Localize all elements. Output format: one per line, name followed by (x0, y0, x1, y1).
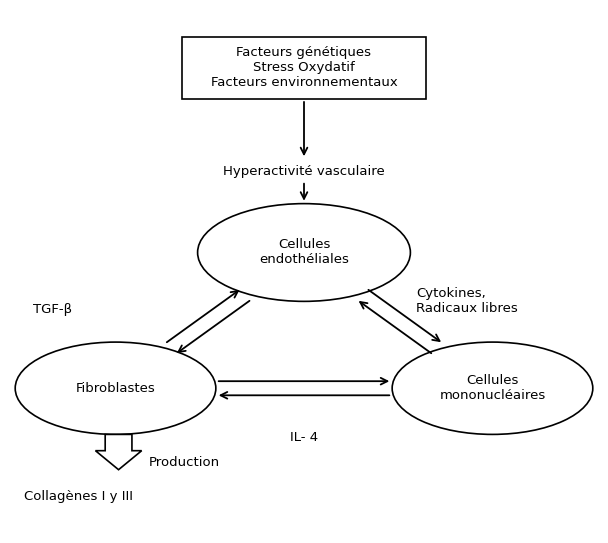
Ellipse shape (15, 342, 216, 434)
Text: Cellules
mononucléaires: Cellules mononucléaires (440, 374, 545, 402)
Text: Production: Production (149, 456, 220, 469)
Text: Collagènes I y III: Collagènes I y III (24, 490, 133, 503)
Polygon shape (95, 434, 142, 470)
Text: Fibroblastes: Fibroblastes (75, 382, 156, 395)
Ellipse shape (392, 342, 593, 434)
Text: IL- 4: IL- 4 (290, 431, 318, 444)
Text: TGF-β: TGF-β (33, 303, 72, 316)
Text: Hyperactivité vasculaire: Hyperactivité vasculaire (223, 165, 385, 178)
Text: Facteurs génétiques
Stress Oxydatif
Facteurs environnementaux: Facteurs génétiques Stress Oxydatif Fact… (210, 46, 398, 90)
FancyBboxPatch shape (182, 36, 426, 99)
Text: Cytokines,
Radicaux libres: Cytokines, Radicaux libres (416, 287, 518, 315)
Text: Cellules
endothéliales: Cellules endothéliales (259, 238, 349, 267)
Ellipse shape (198, 204, 410, 301)
